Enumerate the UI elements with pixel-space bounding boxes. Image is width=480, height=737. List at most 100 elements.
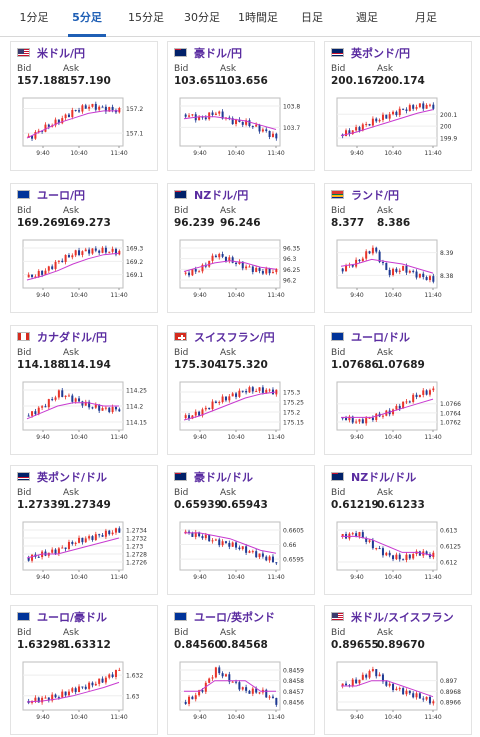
- tab-weekly[interactable]: 週足: [356, 11, 378, 24]
- candle: [108, 251, 111, 253]
- candlestick-chart[interactable]: 1.0766 1.0764 1.0762 9:40 10:40 11:40: [329, 376, 469, 450]
- currency-pair-link[interactable]: NZドル/ドル: [351, 471, 417, 484]
- y-tick-label: 103.8: [283, 104, 300, 111]
- candle: [188, 696, 191, 704]
- rate-card[interactable]: ランド/円 Bid Ask 8.377 8.386 8.39 8.38 9:40 10:40 11…: [324, 183, 472, 313]
- tab-monthly[interactable]: 月足: [415, 11, 437, 24]
- candlestick-chart[interactable]: 0.8459 0.8458 0.8457 0.8456 9:40 10:40 11:40: [172, 656, 312, 730]
- plot-frame: [336, 381, 438, 431]
- candle: [245, 687, 248, 691]
- rate-card[interactable]: スイスフラン/円 Bid Ask 175.304 175.320 175.3 175.25 1…: [167, 325, 315, 455]
- currency-pair-link[interactable]: スイスフラン/円: [194, 331, 275, 344]
- ask-value: 0.61233: [377, 499, 425, 511]
- currency-pair-link[interactable]: ユーロ/豪ドル: [37, 611, 108, 624]
- currency-pair-link[interactable]: ユーロ/円: [37, 189, 86, 202]
- candle: [114, 528, 117, 533]
- rate-card[interactable]: 豪ドル/円 Bid Ask 103.651 103.656 103.8 103.7 9:40 1…: [167, 41, 315, 171]
- y-tick-label: 114.2: [126, 404, 143, 411]
- candle: [51, 549, 54, 553]
- tab-5min[interactable]: 5分足: [62, 0, 112, 37]
- currency-pair-link[interactable]: 英ポンド/ドル: [37, 471, 108, 484]
- y-tick-label: 199.9: [440, 136, 457, 143]
- y-tick-label: 96.35: [283, 246, 300, 253]
- currency-pair-link[interactable]: ユーロ/英ポンド: [194, 611, 276, 624]
- candle: [88, 682, 91, 689]
- rate-card[interactable]: 豪ドル/ドル Bid Ask 0.65939 0.65943 0.6605 0.66 0.65…: [167, 465, 315, 595]
- candle: [405, 690, 408, 695]
- candle: [255, 267, 258, 272]
- rate-card[interactable]: カナダドル/円 Bid Ask 114.188 114.194 114.25 114.2 11…: [10, 325, 158, 455]
- candle: [98, 678, 101, 684]
- candle: [71, 395, 74, 402]
- candle: [238, 119, 241, 123]
- currency-pair-link[interactable]: カナダドル/円: [37, 331, 108, 344]
- candle: [358, 419, 361, 422]
- currency-pair-link[interactable]: 豪ドル/ドル: [194, 471, 254, 484]
- tab-15min[interactable]: 15分足: [128, 11, 164, 24]
- candlestick-chart[interactable]: 0.6605 0.66 0.6595 9:40 10:40 11:40: [172, 516, 312, 590]
- currency-pair-link[interactable]: ユーロ/ドル: [351, 331, 411, 344]
- rate-card[interactable]: ユーロ/円 Bid Ask 169.269 169.273 169.3 169.2 169.1…: [10, 183, 158, 313]
- tab-daily[interactable]: 日足: [301, 11, 323, 24]
- candle: [412, 394, 415, 402]
- candlestick-chart[interactable]: 175.3 175.25 175.2 175.15 9:40 10:40 11:40: [172, 376, 312, 450]
- candle: [341, 683, 344, 686]
- candle: [432, 276, 435, 282]
- bid-value: 1.27339: [17, 499, 65, 511]
- ask-value: 169.273: [63, 217, 111, 229]
- candle: [184, 272, 187, 274]
- candlestick-chart[interactable]: 8.39 8.38 9:40 10:40 11:40: [329, 234, 469, 308]
- x-tick-label: 9:40: [36, 574, 50, 581]
- candle: [88, 401, 91, 408]
- candle: [188, 531, 191, 533]
- candle: [425, 696, 428, 700]
- y-tick-label: 157.1: [126, 131, 143, 138]
- currency-pair-link[interactable]: 英ポンド/円: [351, 47, 411, 60]
- candle: [355, 679, 358, 684]
- rate-card[interactable]: 英ポンド/円 Bid Ask 200.167 200.174 200.1 200 199.9 9…: [324, 41, 472, 171]
- candle: [268, 130, 271, 138]
- candle: [54, 694, 57, 698]
- rate-card[interactable]: ユーロ/英ポンド Bid Ask 0.84560 0.84568 0.8459 0.8458…: [167, 605, 315, 735]
- currency-pair-link[interactable]: ランド/円: [351, 189, 400, 202]
- tab-1min[interactable]: 1分足: [19, 11, 49, 24]
- candlestick-chart[interactable]: 200.1 200 199.9 9:40 10:40 11:40: [329, 92, 469, 166]
- tab-1hour[interactable]: 1時間足: [238, 11, 278, 24]
- y-tick-label: 169.2: [126, 259, 143, 266]
- currency-pair-link[interactable]: 豪ドル/円: [194, 47, 243, 60]
- rate-card[interactable]: 米ドル/円 Bid Ask 157.188 157.190 157.2 157.1 9:40 1…: [10, 41, 158, 171]
- candle: [261, 387, 264, 393]
- rate-card[interactable]: NZドル/ドル Bid Ask 0.61219 0.61233 0.613 0.6125 0.…: [324, 465, 472, 595]
- rate-card-header: 英ポンド/円: [329, 45, 469, 61]
- bid-value: 103.651: [174, 75, 222, 87]
- candlestick-chart[interactable]: 0.897 0.8968 0.8966 9:40 10:40 11:40: [329, 656, 469, 730]
- bid-value: 0.61219: [331, 499, 379, 511]
- rate-card[interactable]: ユーロ/ドル Bid Ask 1.07686 1.07689 1.0766 1.0764 1.…: [324, 325, 472, 455]
- candle: [51, 266, 54, 269]
- candlestick-chart[interactable]: 114.25 114.2 114.15 9:40 10:40 11:40: [15, 376, 155, 450]
- candlestick-chart[interactable]: 0.613 0.6125 0.612 9:40 10:40 11:40: [329, 516, 469, 590]
- currency-pair-link[interactable]: 米ドル/円: [37, 47, 86, 60]
- candle: [211, 401, 214, 410]
- currency-pair-link[interactable]: NZドル/円: [194, 189, 249, 202]
- candle: [228, 396, 231, 401]
- candlestick-chart[interactable]: 96.35 96.3 96.25 96.2 9:40 10:40 11:40: [172, 234, 312, 308]
- candlestick-chart[interactable]: 103.8 103.7 9:40 10:40 11:40: [172, 92, 312, 166]
- rate-card[interactable]: 米ドル/スイスフラン Bid Ask 0.89655 0.89670 0.897 0.896…: [324, 605, 472, 735]
- candle: [238, 261, 241, 265]
- candle: [428, 276, 431, 281]
- candlestick-chart[interactable]: 169.3 169.2 169.1 9:40 10:40 11:40: [15, 234, 155, 308]
- candle: [268, 556, 271, 561]
- rate-card[interactable]: ユーロ/豪ドル Bid Ask 1.63298 1.63312 1.632 1.63 9:40…: [10, 605, 158, 735]
- candlestick-chart[interactable]: 157.2 157.1 9:40 10:40 11:40: [15, 92, 155, 166]
- candle: [67, 541, 70, 549]
- candle: [94, 103, 97, 110]
- tab-30min[interactable]: 30分足: [184, 11, 220, 24]
- rate-card[interactable]: NZドル/円 Bid Ask 96.239 96.246 96.35 96.3 96.25 96…: [167, 183, 315, 313]
- candle: [98, 250, 101, 253]
- currency-pair-link[interactable]: 米ドル/スイスフラン: [351, 611, 454, 624]
- rate-card[interactable]: 英ポンド/ドル Bid Ask 1.27339 1.27349 1.2734 1.2732 1…: [10, 465, 158, 595]
- candlestick-chart[interactable]: 1.632 1.63 9:40 10:40 11:40: [15, 656, 155, 730]
- candle: [365, 674, 368, 678]
